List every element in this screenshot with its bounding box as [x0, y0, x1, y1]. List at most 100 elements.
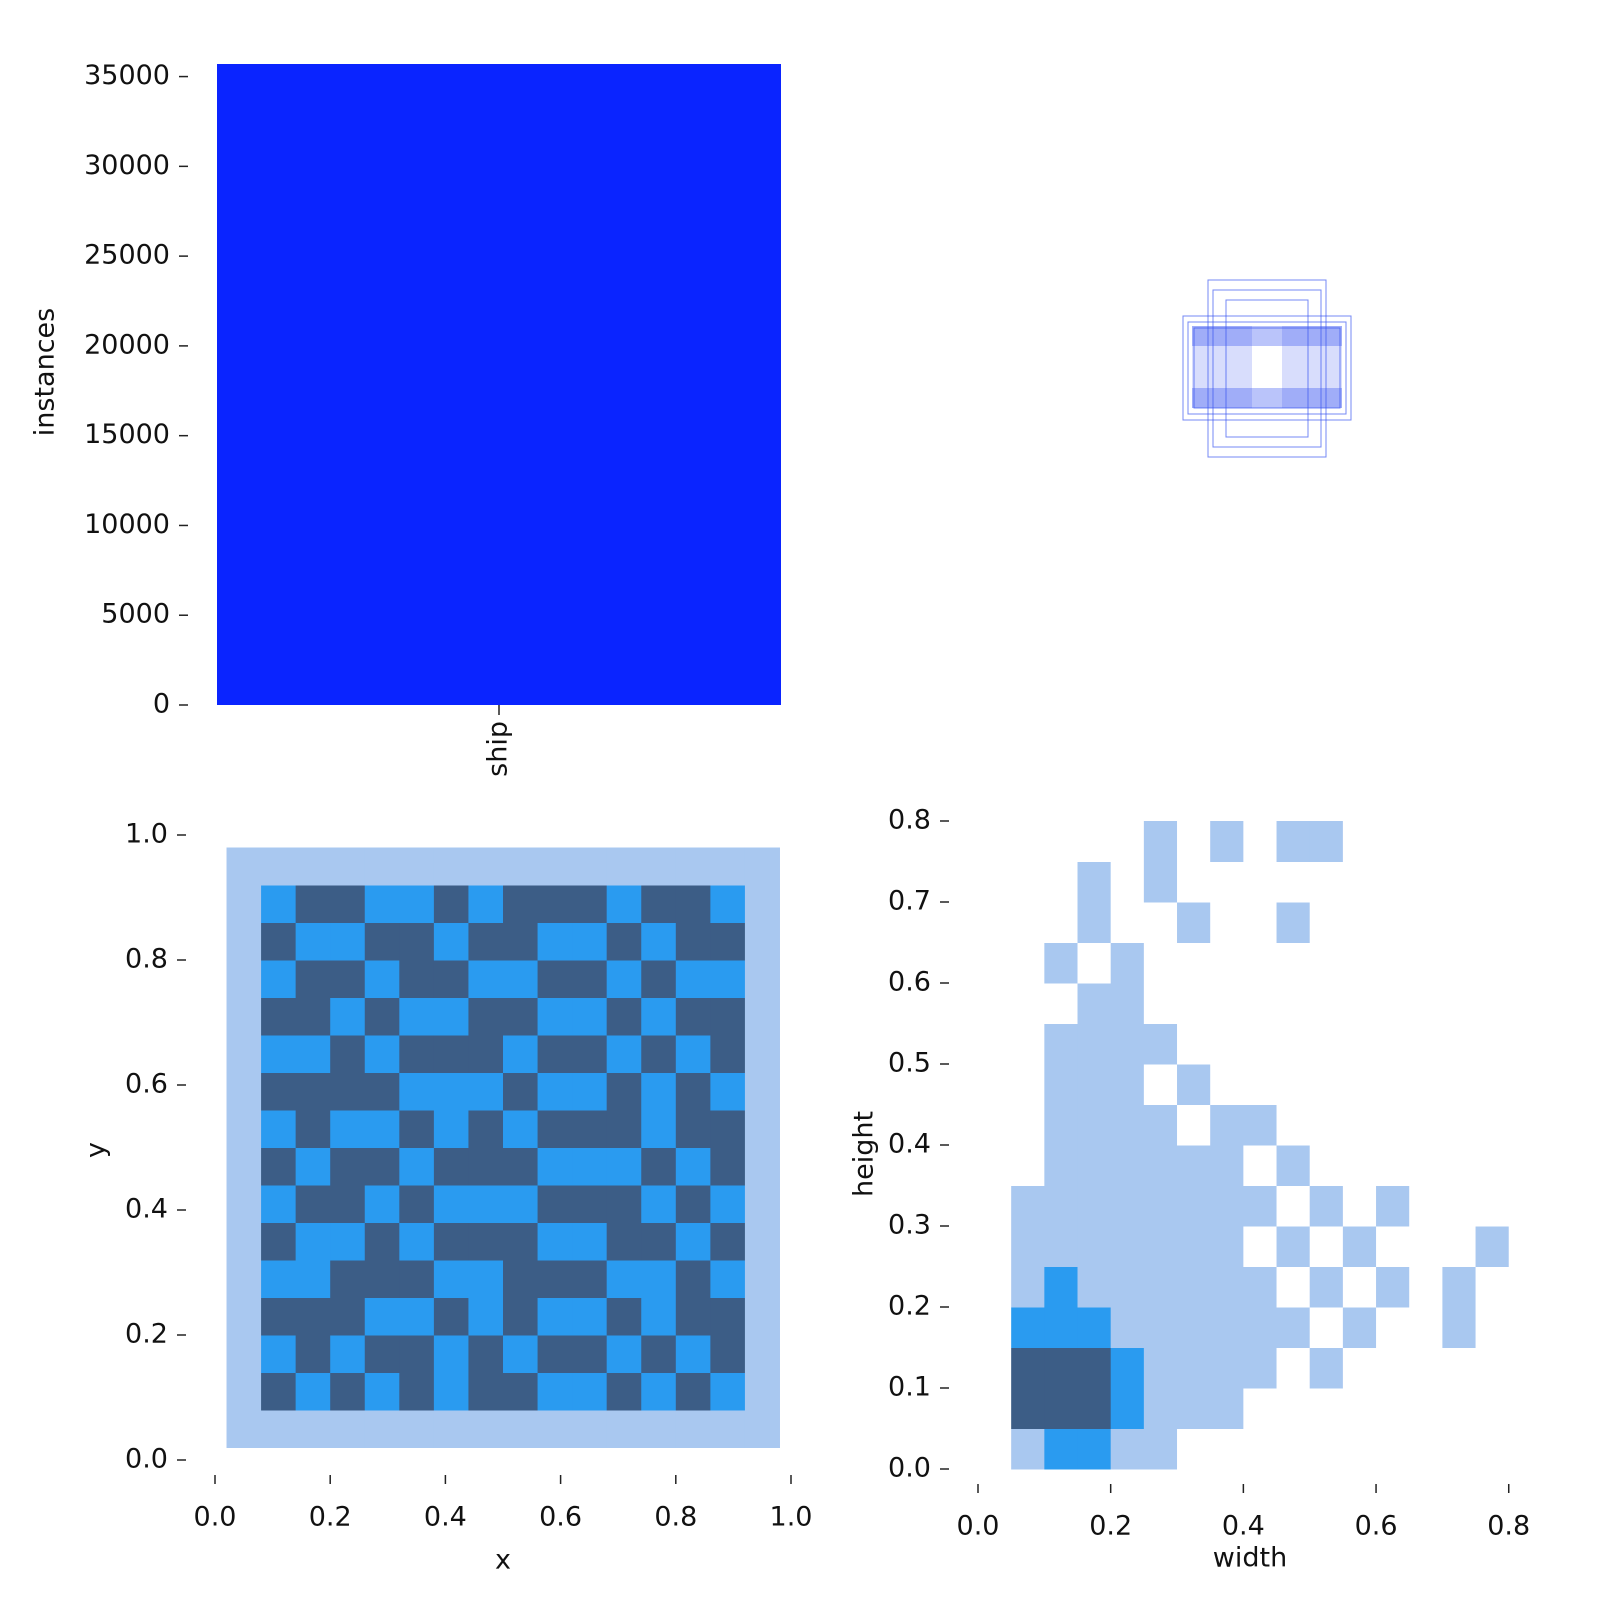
heat-cell — [364, 1035, 400, 1073]
y-tick-label: 0.6 — [888, 967, 931, 998]
heat-cell — [1243, 861, 1278, 903]
heat-cell — [1309, 1266, 1344, 1308]
heat-cell — [1143, 1023, 1178, 1065]
heat-cell — [1342, 902, 1377, 943]
heat-cell — [433, 847, 469, 886]
heat-cell — [641, 1297, 677, 1336]
heat-cell — [1110, 942, 1145, 984]
box-band — [1282, 326, 1342, 408]
heat-cell — [606, 1072, 642, 1111]
heat-cell — [1409, 1428, 1443, 1470]
heat-cell — [1243, 1347, 1278, 1389]
heat-cell — [1409, 1307, 1443, 1348]
heat-cell — [1177, 1104, 1211, 1146]
heat-cell — [537, 1185, 573, 1223]
heat-cell — [1177, 1266, 1211, 1308]
heat-cell — [1011, 983, 1045, 1024]
heat-cell — [1475, 1226, 1510, 1267]
heat-cell — [433, 1072, 469, 1111]
heat-cell — [468, 1035, 504, 1073]
heat-cell — [1342, 861, 1377, 903]
heat-cell — [1342, 1428, 1377, 1470]
heat-cell — [433, 1147, 469, 1186]
heat-cell — [1276, 1266, 1311, 1308]
heat-cell — [978, 821, 1012, 862]
heat-cell — [261, 1335, 297, 1373]
heat-cell — [1409, 1347, 1443, 1389]
heat-cell — [468, 847, 504, 886]
heat-cell — [1044, 1347, 1079, 1389]
heat-cell — [226, 1072, 262, 1111]
y-tick-label: 20000 — [84, 329, 170, 360]
heat-cell — [364, 847, 400, 886]
heat-cell — [572, 922, 608, 961]
heat-cell — [1276, 1145, 1311, 1186]
heat-cell — [1309, 1428, 1344, 1470]
heat-cell — [1044, 1226, 1079, 1267]
x-tick-label: 0.2 — [309, 1502, 352, 1533]
heat-cell — [641, 1410, 677, 1448]
heat-cell — [364, 1372, 400, 1411]
heat-cell — [261, 1147, 297, 1186]
heat-cell — [503, 1222, 539, 1261]
heat-cell — [606, 960, 642, 998]
heat-cell — [1077, 1307, 1112, 1348]
box — [1225, 299, 1309, 438]
heat-cell — [330, 1335, 366, 1373]
heat-cell — [744, 1260, 780, 1298]
heat-cell — [468, 1147, 504, 1186]
heat-cell — [675, 1335, 711, 1373]
heat-cell — [364, 1297, 400, 1336]
heat-cell — [295, 1147, 331, 1186]
box — [1207, 279, 1327, 458]
heat-cell — [1442, 983, 1477, 1024]
heat-cell — [537, 960, 573, 998]
heat-cell — [226, 1335, 262, 1373]
heat-cell — [468, 1072, 504, 1111]
heat-cell — [364, 1222, 400, 1261]
bar — [217, 64, 781, 705]
y-tick-label: 5000 — [101, 599, 170, 630]
heat-cell — [675, 960, 711, 998]
heat-cell — [295, 1185, 331, 1223]
heat-cell — [364, 997, 400, 1036]
heat-cell — [1077, 821, 1112, 862]
heat-cell — [1077, 1023, 1112, 1065]
heat-cell — [468, 1110, 504, 1148]
heat-cell — [1243, 902, 1278, 943]
heat-cell — [1243, 1064, 1278, 1105]
heat-cell — [675, 1110, 711, 1148]
heat-cell — [1143, 1185, 1178, 1227]
heat-cell — [295, 1035, 331, 1073]
heat-cell — [503, 885, 539, 923]
heat-cell — [978, 1347, 1012, 1389]
heat-cell — [399, 1372, 435, 1411]
heat-cell — [399, 997, 435, 1036]
heat-cell — [744, 1072, 780, 1111]
heat-cell — [1409, 942, 1443, 984]
heat-cell — [503, 960, 539, 998]
heat-cell — [433, 1222, 469, 1261]
heat-cell — [1376, 821, 1410, 862]
heat-cell — [1077, 942, 1112, 984]
x-tick-label: 0.8 — [654, 1502, 697, 1533]
x-tick-label: 1.0 — [770, 1502, 813, 1533]
heat-cell — [1110, 1104, 1145, 1146]
heat-cell — [641, 847, 677, 886]
heat-cell — [1210, 1226, 1244, 1267]
heat-cell — [1011, 1023, 1045, 1065]
heat-cell — [1475, 983, 1510, 1024]
heat-cell — [1376, 1307, 1410, 1348]
heat-cell — [1110, 1226, 1145, 1267]
heat-cell — [1508, 1428, 1543, 1470]
heat-cell — [364, 1185, 400, 1223]
heat-cell — [1011, 1347, 1045, 1389]
heat-cell — [1011, 1428, 1045, 1470]
heat-cell — [399, 1035, 435, 1073]
heat-cell — [1376, 1023, 1410, 1065]
heat-cell — [1210, 861, 1244, 903]
heat-cell — [1077, 1064, 1112, 1105]
heat-cell — [261, 1072, 297, 1111]
heat-cell — [1044, 1307, 1079, 1348]
heat-cell — [1011, 1064, 1045, 1105]
